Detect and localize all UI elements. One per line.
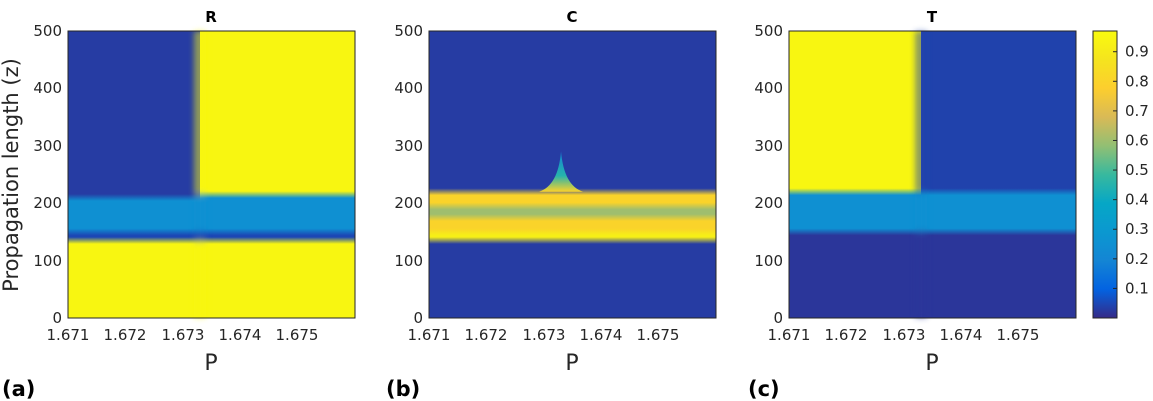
colorbar-tick-label: 0.7 — [1125, 102, 1149, 120]
axes-frame-t — [788, 30, 1077, 319]
ytick-200: 200 — [394, 194, 423, 212]
ytick-0: 0 — [773, 309, 783, 327]
x-ticks-c: 1.671 1.672 1.673 1.674 1.675 — [408, 326, 680, 344]
heatmap-region — [429, 31, 716, 318]
xtick-1674: 1.674 — [580, 326, 623, 344]
ytick-0: 0 — [413, 309, 423, 327]
y-ticks-r: 0 100 200 300 400 500 — [33, 22, 62, 327]
heatmap-r — [68, 31, 355, 318]
colorbar: 0.1 0.2 0.3 0.4 0.5 0.6 0.7 0.8 0.9 — [1092, 30, 1149, 319]
panel-b: C 0 100 200 300 400 500 1.671 1.672 1.67… — [386, 8, 717, 401]
heatmap-region-right — [200, 31, 355, 318]
xtick-1671: 1.671 — [768, 326, 811, 344]
xtick-1671: 1.671 — [408, 326, 451, 344]
peak-cusp — [539, 151, 584, 192]
ytick-300: 300 — [33, 137, 62, 155]
colorbar-tick-label: 0.2 — [1125, 250, 1149, 268]
ytick-400: 400 — [33, 79, 62, 97]
xtick-1675: 1.675 — [637, 326, 680, 344]
title-r: R — [205, 8, 217, 26]
xtick-1672: 1.672 — [465, 326, 508, 344]
y-axis-label: Propagation length (z) — [0, 58, 23, 292]
ytick-300: 300 — [394, 137, 423, 155]
ytick-100: 100 — [394, 252, 423, 270]
ytick-500: 500 — [33, 22, 62, 40]
colorbar-frame — [1092, 30, 1118, 319]
heatmap-t — [789, 31, 1076, 318]
xtick-1674: 1.674 — [940, 326, 983, 344]
colorbar-tick-label: 0.8 — [1125, 72, 1149, 90]
heatmap-region-left — [789, 31, 922, 318]
x-axis-label-r: P — [204, 351, 217, 376]
panel-label-c: (c) — [748, 377, 780, 401]
ytick-400: 400 — [394, 79, 423, 97]
axes-frame-r — [67, 30, 356, 319]
title-c: C — [566, 8, 577, 26]
ytick-200: 200 — [754, 194, 783, 212]
panel-label-a: (a) — [2, 377, 35, 401]
ytick-400: 400 — [754, 79, 783, 97]
colorbar-gradient — [1093, 31, 1117, 318]
heatmap-c — [429, 31, 716, 318]
colorbar-tick-label: 0.1 — [1125, 279, 1149, 297]
colorbar-tick-label: 0.6 — [1125, 131, 1149, 149]
colorbar-tick-label: 0.9 — [1125, 43, 1149, 61]
title-t: T — [927, 8, 938, 26]
ytick-500: 500 — [754, 22, 783, 40]
panel-a: R 0 100 200 300 400 500 1.671 1.672 1.67… — [0, 8, 356, 401]
ytick-500: 500 — [394, 22, 423, 40]
colorbar-tick-label: 0.4 — [1125, 191, 1149, 209]
ytick-300: 300 — [754, 137, 783, 155]
xtick-1673: 1.673 — [883, 326, 926, 344]
ytick-200: 200 — [33, 194, 62, 212]
transition-edge — [915, 31, 928, 318]
ytick-0: 0 — [52, 309, 62, 327]
xtick-1672: 1.672 — [104, 326, 147, 344]
xtick-1675: 1.675 — [276, 326, 319, 344]
xtick-1675: 1.675 — [997, 326, 1040, 344]
transition-edge — [194, 31, 207, 318]
y-ticks-c: 0 100 200 300 400 500 — [394, 22, 423, 327]
x-ticks-t: 1.671 1.672 1.673 1.674 1.675 — [768, 326, 1040, 344]
x-ticks-r: 1.671 1.672 1.673 1.674 1.675 — [47, 326, 319, 344]
ytick-100: 100 — [33, 252, 62, 270]
axes-frame-c — [428, 30, 717, 319]
x-axis-label-c: P — [565, 351, 578, 376]
colorbar-ticks: 0.1 0.2 0.3 0.4 0.5 0.6 0.7 0.8 0.9 — [1113, 43, 1149, 297]
xtick-1674: 1.674 — [219, 326, 262, 344]
y-ticks-t: 0 100 200 300 400 500 — [754, 22, 783, 327]
x-axis-label-t: P — [925, 351, 938, 376]
panel-label-b: (b) — [386, 377, 420, 401]
colorbar-tick-label: 0.3 — [1125, 220, 1149, 238]
xtick-1673: 1.673 — [523, 326, 566, 344]
heatmap-region-right — [921, 31, 1076, 318]
heatmap-region-left — [68, 31, 201, 318]
ytick-100: 100 — [754, 252, 783, 270]
xtick-1672: 1.672 — [825, 326, 868, 344]
panel-c: T 0 100 200 300 400 500 1.671 1.672 1.67… — [748, 8, 1077, 401]
colorbar-tick-label: 0.5 — [1125, 161, 1149, 179]
xtick-1673: 1.673 — [162, 326, 205, 344]
xtick-1671: 1.671 — [47, 326, 90, 344]
